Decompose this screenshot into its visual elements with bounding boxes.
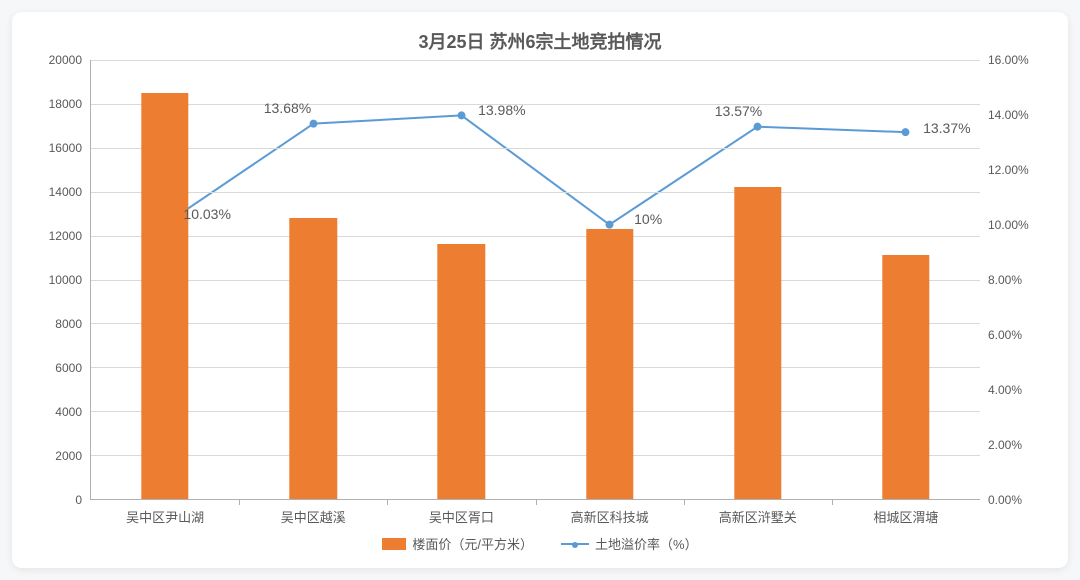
y-right-tick: 8.00% [984,273,1044,287]
line-data-label: 10% [634,211,662,227]
y-axis-right: 0.00%2.00%4.00%6.00%8.00%10.00%12.00%14.… [984,60,1044,500]
line-data-label: 13.98% [478,102,525,118]
x-axis-label: 吴中区越溪 [239,499,387,526]
chart-plot-area: 0200040006000800010000120001400016000180… [36,60,1044,500]
legend-bar-label: 楼面价（元/平方米） [412,534,533,553]
chart-legend: 楼面价（元/平方米） 土地溢价率（%） [36,534,1044,553]
y-right-tick: 0.00% [984,493,1044,507]
y-left-tick: 20000 [36,53,86,67]
y-right-tick: 2.00% [984,438,1044,452]
y-left-tick: 16000 [36,141,86,155]
plot-region: 吴中区尹山湖吴中区越溪吴中区胥口高新区科技城高新区浒墅关相城区渭塘10.03%1… [90,60,980,500]
bar [141,93,188,499]
bar [290,218,337,499]
line-data-label: 13.37% [923,120,970,136]
x-axis-label: 高新区浒墅关 [684,499,832,526]
category: 高新区浒墅关 [684,60,832,499]
y-left-tick: 18000 [36,97,86,111]
y-left-tick: 10000 [36,273,86,287]
x-axis-label: 高新区科技城 [536,499,684,526]
bar [882,255,929,499]
line-data-label: 13.68% [264,100,311,116]
bar [586,229,633,499]
y-right-tick: 6.00% [984,328,1044,342]
y-right-tick: 4.00% [984,383,1044,397]
bar [734,187,781,499]
chart-title: 3月25日 苏州6宗土地竞拍情况 [36,28,1044,54]
y-left-tick: 12000 [36,229,86,243]
x-axis-label: 吴中区尹山湖 [91,499,239,526]
x-axis-label: 吴中区胥口 [387,499,535,526]
legend-bar-swatch [382,538,406,550]
line-data-label: 10.03% [183,206,230,222]
y-left-tick: 8000 [36,317,86,331]
y-left-tick: 2000 [36,449,86,463]
x-axis-label: 相城区渭塘 [832,499,980,526]
y-right-tick: 16.00% [984,53,1044,67]
legend-line-label: 土地溢价率（%） [595,534,698,553]
y-left-tick: 14000 [36,185,86,199]
y-left-tick: 4000 [36,405,86,419]
chart-card: 3月25日 苏州6宗土地竞拍情况 0 2000 4000 6000 8000 10000 1… [12,12,1068,568]
legend-bar: 楼面价（元/平方米） [382,534,533,553]
category: 吴中区尹山湖 [91,60,239,499]
category: 吴中区越溪 [239,60,387,499]
category: 吴中区胥口 [387,60,535,499]
legend-line-swatch [561,543,589,545]
y-left-tick: 6000 [36,361,86,375]
y-right-tick: 10.00% [984,218,1044,232]
line-data-label: 13.57% [715,103,762,119]
y-right-tick: 14.00% [984,108,1044,122]
legend-line: 土地溢价率（%） [561,534,698,553]
y-left-tick: 0 [36,493,86,507]
bar [438,244,485,499]
y-axis-left: 0200040006000800010000120001400016000180… [36,60,86,500]
y-right-tick: 12.00% [984,163,1044,177]
category: 高新区科技城 [536,60,684,499]
